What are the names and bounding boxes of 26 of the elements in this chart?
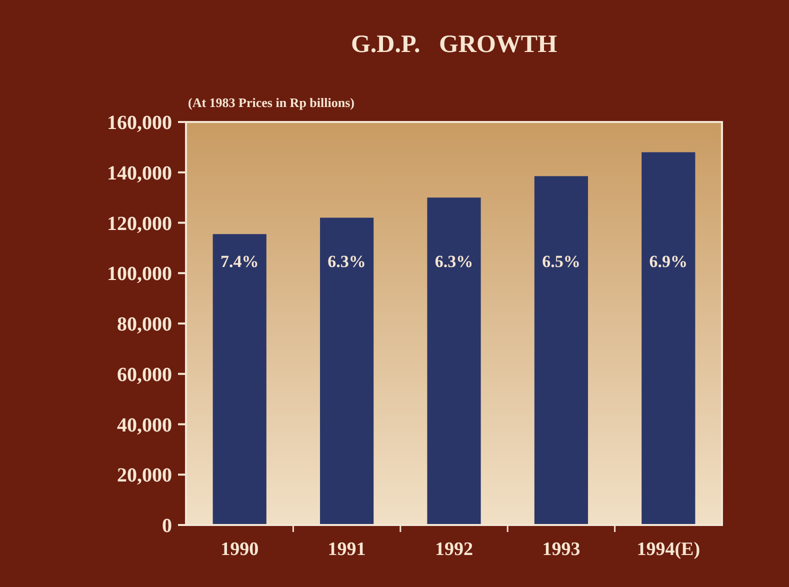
y-tick-label: 80,000 xyxy=(117,314,172,336)
bar xyxy=(320,218,374,525)
x-tick-label: 1991 xyxy=(328,539,366,560)
bar xyxy=(642,152,696,525)
bar xyxy=(534,176,588,525)
y-tick-label: 60,000 xyxy=(117,364,172,386)
y-tick-label: 40,000 xyxy=(117,414,172,436)
x-tick-label: 1993 xyxy=(542,539,580,560)
y-tick-label: 160,000 xyxy=(107,112,172,134)
x-tick-label: 1990 xyxy=(220,539,259,560)
bar xyxy=(427,198,481,525)
annotation: 7.4% xyxy=(220,252,259,272)
y-tick-label: 0 xyxy=(162,515,172,537)
y-tick-label: 100,000 xyxy=(107,263,172,286)
y-tick-label: 140,000 xyxy=(107,162,172,184)
x-tick-label: 1992 xyxy=(435,539,473,560)
annotation: 6.3% xyxy=(328,252,366,272)
y-tick-label: 20,000 xyxy=(117,464,172,487)
annotation: 6.5% xyxy=(542,252,580,272)
chart-subtitle: (At 1983 Prices in Rp billions) xyxy=(188,95,354,110)
chart-title: G.D.P. GROWTH xyxy=(350,31,558,58)
x-tick-label: 1994(E) xyxy=(636,539,700,560)
annotation: 6.9% xyxy=(649,252,688,272)
annotation: 6.3% xyxy=(434,252,474,272)
bar xyxy=(212,234,266,525)
y-tick-label: 120,000 xyxy=(107,212,172,235)
